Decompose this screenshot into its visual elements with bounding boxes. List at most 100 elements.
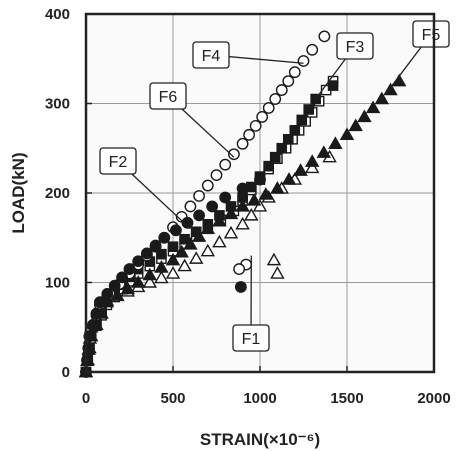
data-point	[256, 111, 269, 123]
data-point	[246, 193, 262, 206]
callout-box	[336, 32, 374, 60]
data-point	[303, 104, 315, 115]
data-point	[158, 231, 171, 244]
y-tick-label: 100	[45, 275, 70, 292]
callout-box	[412, 20, 450, 48]
data-point	[297, 55, 310, 67]
data-point	[87, 318, 99, 331]
data-point	[254, 173, 266, 186]
data-point	[339, 127, 355, 141]
data-point	[262, 102, 275, 114]
data-point	[177, 258, 192, 272]
data-point	[235, 199, 250, 212]
y-tick-label: 300	[45, 96, 70, 113]
data-point	[223, 206, 239, 220]
data-point	[132, 255, 145, 268]
callout-f3: F3	[315, 32, 374, 100]
data-point	[281, 172, 297, 185]
callout-label: F2	[109, 154, 128, 171]
data-point	[142, 275, 158, 288]
data-point	[167, 241, 179, 253]
data-point	[82, 342, 95, 355]
data-point	[357, 109, 372, 123]
tick-layer: 0 500 1000 1500 2000 0 100 200 300 400	[45, 6, 451, 407]
x-tick-label: 2000	[417, 390, 450, 407]
data-point	[304, 154, 320, 167]
data-point	[316, 145, 332, 158]
callout-label: F1	[242, 331, 261, 348]
data-point	[243, 128, 256, 141]
callout-label: F4	[202, 48, 221, 65]
data-point	[174, 244, 189, 258]
data-point	[270, 181, 285, 194]
y-tick-label: 200	[45, 185, 70, 202]
data-point	[120, 281, 135, 295]
series-f6	[80, 173, 266, 378]
data-point	[327, 80, 339, 91]
data-point	[223, 225, 239, 239]
data-point	[191, 229, 207, 242]
data-point	[236, 137, 249, 150]
data-point	[219, 158, 232, 171]
callout-label: F6	[159, 89, 178, 106]
y-tick-label: 400	[45, 6, 70, 23]
data-point	[219, 191, 232, 204]
data-point	[282, 75, 295, 88]
y-tick-label: 0	[62, 364, 70, 381]
data-point	[142, 267, 158, 281]
data-point	[183, 237, 198, 250]
data-point	[269, 151, 281, 163]
data-point	[306, 43, 319, 56]
data-point	[101, 288, 114, 300]
callout-box	[149, 82, 187, 110]
x-tick-label: 1500	[330, 390, 363, 407]
data-point	[154, 270, 169, 284]
x-axis-title: STRAIN(×10⁻⁶)	[200, 430, 320, 449]
callout-f4: F4	[192, 41, 304, 69]
data-point	[110, 288, 125, 301]
data-point	[293, 163, 308, 176]
data-point	[304, 160, 320, 174]
data-point	[365, 100, 381, 114]
data-point	[149, 239, 162, 252]
data-point	[269, 93, 282, 105]
callout-f1: F1	[232, 255, 270, 352]
callout-layer: F1 F2 F3 F4 F5 F6	[99, 20, 450, 352]
data-point	[94, 296, 106, 309]
data-point	[90, 307, 103, 320]
data-point	[116, 271, 129, 284]
data-point	[266, 252, 282, 266]
data-point	[249, 119, 262, 132]
data-point	[200, 221, 216, 235]
x-tick-label: 0	[82, 390, 90, 407]
data-point	[233, 263, 246, 275]
data-point	[165, 266, 181, 279]
data-point	[236, 182, 249, 195]
data-point	[235, 216, 250, 230]
data-point	[165, 252, 181, 266]
data-point	[244, 207, 259, 221]
data-point	[328, 136, 343, 149]
y-axis-title: LOAD(kN)	[9, 152, 28, 233]
callout-f2: F2	[99, 147, 191, 230]
data-point	[193, 209, 206, 222]
data-point	[270, 266, 285, 279]
data-point	[140, 247, 153, 260]
data-point	[200, 243, 216, 257]
data-point	[348, 118, 363, 132]
data-point	[296, 114, 308, 126]
data-point	[212, 234, 227, 248]
data-point	[210, 169, 223, 182]
callout-box	[99, 147, 137, 175]
data-point	[156, 248, 167, 260]
data-point	[184, 200, 197, 213]
data-point	[263, 160, 275, 172]
data-point	[212, 213, 227, 227]
data-point	[154, 260, 169, 273]
callout-label: F5	[422, 27, 441, 44]
data-point	[181, 216, 194, 229]
data-point	[258, 187, 274, 200]
callout-box	[192, 41, 230, 69]
data-point	[193, 190, 206, 202]
